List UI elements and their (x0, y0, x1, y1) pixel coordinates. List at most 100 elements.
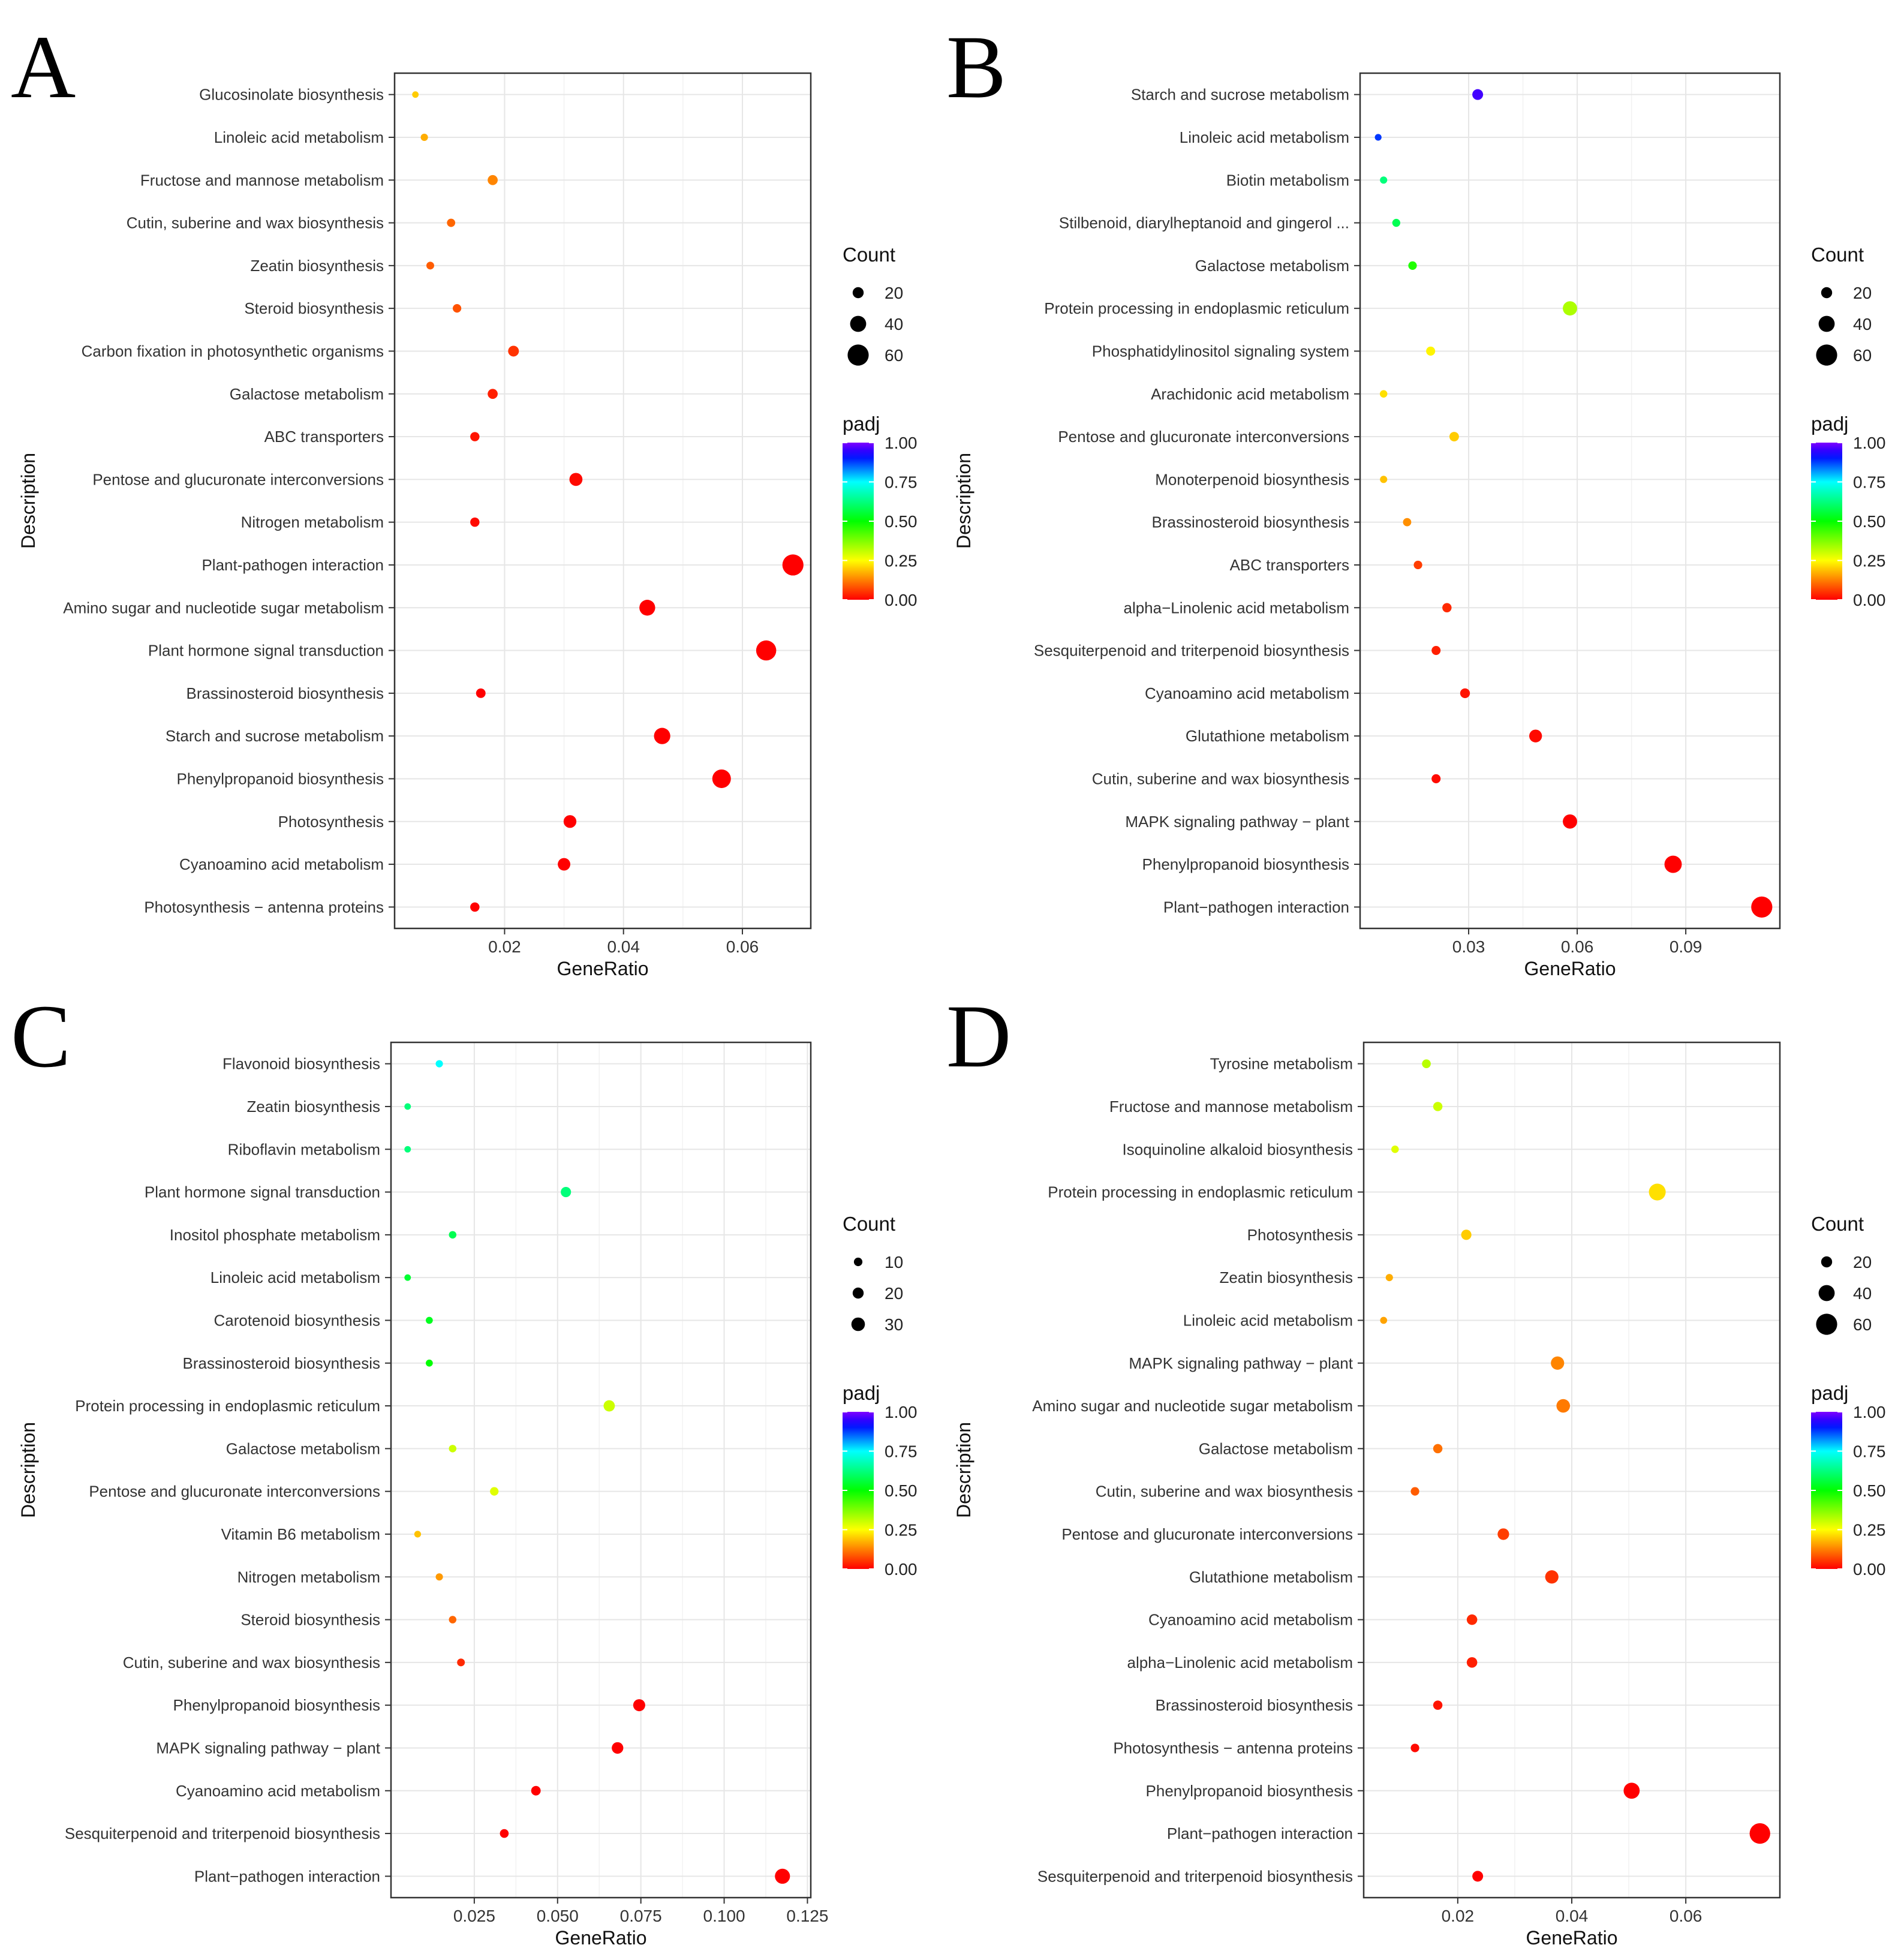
x-tick-label: 0.09 (1670, 937, 1703, 956)
y-tick-label: Zeatin biosynthesis (1219, 1268, 1353, 1286)
x-tick-label: 0.025 (453, 1907, 495, 1925)
y-tick-label: Galactose metabolism (226, 1439, 380, 1457)
y-tick-label: Protein processing in endoplasmic reticu… (1048, 1183, 1353, 1201)
y-tick-label: Isoquinoline alkaloid biosynthesis (1123, 1140, 1353, 1158)
y-tick-label: Zeatin biosynthesis (246, 1098, 380, 1116)
y-tick-label: Phosphatidylinositol signaling system (1092, 342, 1349, 360)
data-point (1380, 176, 1388, 184)
size-legend-dot (847, 344, 869, 366)
color-legend-title: padj (1811, 1382, 1848, 1404)
y-tick-label: Flavonoid biosynthesis (222, 1055, 380, 1073)
color-legend-label: 0.50 (885, 512, 918, 531)
y-tick-label: Riboflavin metabolism (228, 1140, 380, 1158)
size-legend-label: 60 (885, 346, 903, 365)
panel-a: A Glucosinolate biosynthesis Linoleic acid… (11, 17, 918, 979)
y-tick-label: Sesquiterpenoid and triterpenoid biosynt… (65, 1824, 380, 1842)
color-legend-label: 0.50 (1853, 512, 1886, 531)
y-tick-label: ABC transporters (264, 428, 384, 446)
y-tick-label: Sesquiterpenoid and triterpenoid biosynt… (1037, 1867, 1353, 1885)
y-tick-label: Plant−pathogen interaction (1167, 1824, 1353, 1842)
data-point (449, 1231, 457, 1239)
grid (395, 73, 811, 928)
data-point (412, 91, 419, 98)
y-tick-label: Brassinosteroid biosynthesis (1156, 1696, 1353, 1714)
data-point (508, 345, 519, 357)
data-point (414, 1531, 422, 1538)
data-point (1379, 390, 1388, 398)
y-tick-label: Cyanoamino acid metabolism (1145, 684, 1349, 702)
size-legend-label: 10 (885, 1253, 903, 1271)
data-point (420, 133, 428, 141)
y-tick-label: Cutin, suberine and wax biosynthesis (1096, 1483, 1353, 1501)
panel-b: B Starch and sucrose metabolism Linoleic a… (946, 17, 1886, 979)
y-tick-label: Pentose and glucuronate interconversions (89, 1483, 380, 1501)
data-point (1623, 1782, 1640, 1799)
x-tick-label: 0.04 (1556, 1907, 1589, 1925)
color-legend-label: 0.00 (885, 1560, 918, 1579)
y-tick-label: Fructose and mannose metabolism (1109, 1098, 1353, 1116)
data-point (1472, 1871, 1484, 1882)
data-point (1413, 560, 1422, 570)
color-legend-label: 1.00 (885, 434, 918, 452)
data-point (531, 1785, 541, 1796)
size-legend-label: 20 (885, 1284, 903, 1303)
y-tick-label: Steroid biosynthesis (244, 299, 384, 317)
y-axis-title: Description (953, 1422, 974, 1518)
data-point (756, 640, 777, 661)
y-tick-label: MAPK signaling pathway − plant (156, 1739, 380, 1757)
data-point (1460, 688, 1470, 698)
color-legend-title: padj (843, 1382, 880, 1404)
data-point (1433, 1700, 1443, 1710)
data-point (1426, 346, 1436, 356)
data-point (1410, 1743, 1419, 1752)
color-legend-title: padj (1811, 413, 1848, 435)
panel-c: C Flavonoid biosynthesis Zeatin biosynthes… (11, 987, 918, 1949)
color-legend-label: 1.00 (1853, 1403, 1886, 1421)
y-tick-label: Cyanoamino acid metabolism (1148, 1611, 1353, 1629)
data-point (1374, 134, 1382, 141)
y-tick-label: alpha−Linolenic acid metabolism (1123, 599, 1349, 617)
y-tick-label: Pentose and glucuronate interconversions (1058, 428, 1349, 446)
y-tick-label: Plant hormone signal transduction (145, 1183, 380, 1201)
data-point (1466, 1614, 1478, 1625)
plot-frame (390, 1041, 812, 1899)
x-tick-label: 0.03 (1452, 937, 1485, 956)
data-point (1664, 855, 1682, 873)
data-point (1392, 218, 1401, 227)
size-legend-dot (1818, 1285, 1835, 1301)
y-tick-label: Brassinosteroid biosynthesis (187, 684, 384, 702)
data-point (561, 1186, 571, 1198)
y-tick-label: Vitamin B6 metabolism (221, 1525, 380, 1543)
y-tick-label: Plant−pathogen interaction (194, 1867, 380, 1885)
size-legend-dot (1821, 1256, 1833, 1268)
data-point (775, 1868, 790, 1884)
data-point (426, 1359, 433, 1367)
y-tick-label: Nitrogen metabolism (237, 1568, 380, 1586)
data-point (1408, 261, 1417, 270)
size-legend-dot (852, 287, 864, 299)
data-point (1391, 1145, 1399, 1153)
size-legend-label: 60 (1853, 346, 1872, 365)
y-tick-label: Phenylpropanoid biosynthesis (173, 1696, 380, 1714)
grid (391, 1042, 811, 1898)
y-tick-label: alpha−Linolenic acid metabolism (1127, 1654, 1353, 1672)
size-legend-dot (1818, 315, 1835, 332)
y-tick-label: Linoleic acid metabolism (1183, 1311, 1353, 1329)
y-tick-label: Sesquiterpenoid and triterpenoid biosynt… (1034, 642, 1349, 660)
y-tick-label: Brassinosteroid biosynthesis (183, 1354, 381, 1372)
x-tick-label: 0.02 (488, 937, 521, 956)
y-tick-label: Carbon fixation in photosynthetic organi… (82, 342, 384, 360)
x-axis-title: GeneRatio (1526, 1927, 1618, 1949)
color-legend-label: 0.00 (1853, 591, 1886, 609)
data-point (1431, 774, 1441, 783)
data-point (426, 1316, 433, 1324)
data-point (453, 304, 462, 313)
y-tick-label: Stilbenoid, diarylheptanoid and gingerol… (1059, 214, 1349, 232)
y-tick-label: Photosynthesis (278, 813, 384, 831)
data-point (1472, 89, 1484, 100)
data-point (1466, 1657, 1478, 1668)
y-tick-label: Biotin metabolism (1226, 171, 1349, 189)
data-point (1403, 518, 1412, 527)
y-tick-label: Linoleic acid metabolism (214, 128, 384, 146)
data-point (457, 1658, 465, 1667)
